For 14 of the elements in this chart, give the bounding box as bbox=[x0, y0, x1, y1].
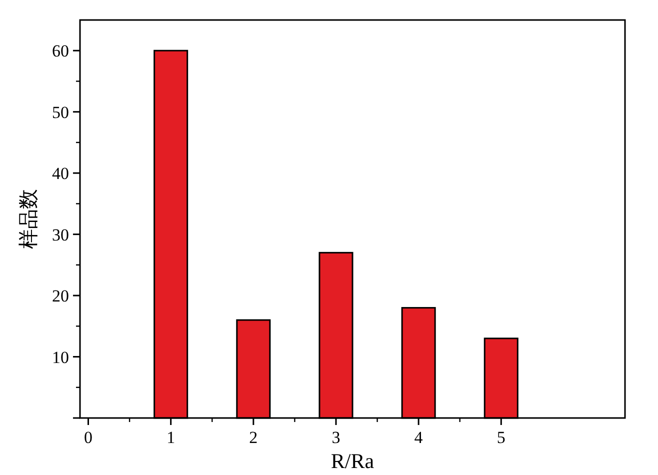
y-tick-label: 60 bbox=[52, 42, 69, 61]
x-tick-label: 2 bbox=[249, 428, 258, 447]
x-axis-title: R/Ra bbox=[330, 449, 375, 473]
x-tick-label: 5 bbox=[496, 428, 506, 447]
x-tick-label: 4 bbox=[414, 428, 424, 447]
y-tick-label: 20 bbox=[52, 286, 69, 306]
x-tick-label: 1 bbox=[166, 428, 176, 447]
x-tick-label: 0 bbox=[84, 428, 93, 447]
y-tick-label: 30 bbox=[52, 225, 69, 244]
y-tick-label: 40 bbox=[52, 164, 69, 184]
y-tick-label: 10 bbox=[52, 348, 69, 367]
y-tick-label: 50 bbox=[52, 102, 69, 122]
x-tick-label: 3 bbox=[332, 428, 340, 447]
y-axis-title: 样品数 bbox=[18, 189, 40, 249]
